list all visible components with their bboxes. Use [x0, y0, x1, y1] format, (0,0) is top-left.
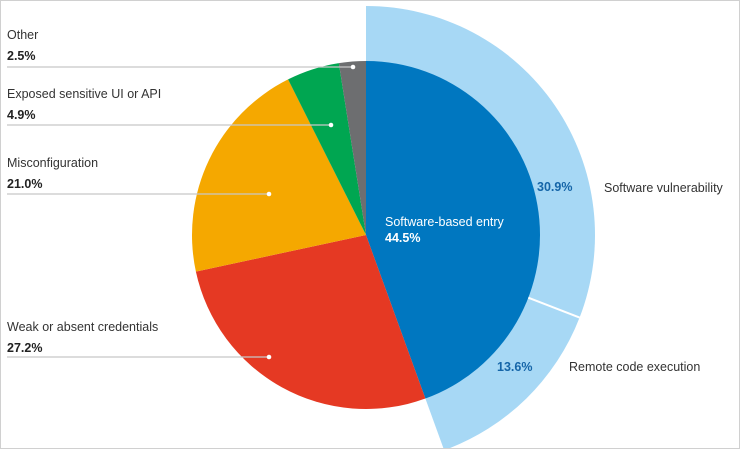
- label-software-entry: Software-based entry 44.5%: [385, 215, 504, 245]
- label-exposed: Exposed sensitive UI or API 4.9%: [7, 87, 162, 122]
- label-misconfiguration: Misconfiguration 21.0%: [7, 156, 99, 191]
- pie-slice-1: [195, 235, 426, 409]
- label-other: Other 2.5%: [7, 28, 39, 63]
- leader-dot-3: [328, 122, 334, 128]
- value-software-vulnerability: 30.9%: [537, 180, 573, 194]
- label-software-vulnerability: Software vulnerability: [604, 181, 723, 195]
- leader-dot-1: [266, 354, 272, 360]
- label-credentials: Weak or absent credentials 27.2%: [7, 320, 159, 355]
- pie-slice-2: [192, 79, 366, 272]
- ring-separator: [527, 296, 580, 319]
- leader-dot-2: [266, 191, 272, 197]
- leader-dot-4: [350, 64, 356, 70]
- pie-slice-0: [366, 61, 541, 399]
- pie-slice-3: [288, 63, 366, 236]
- label-remote-code-execution: Remote code execution: [569, 360, 701, 374]
- pie-slice-4: [338, 61, 366, 235]
- value-remote-code-execution: 13.6%: [497, 360, 533, 374]
